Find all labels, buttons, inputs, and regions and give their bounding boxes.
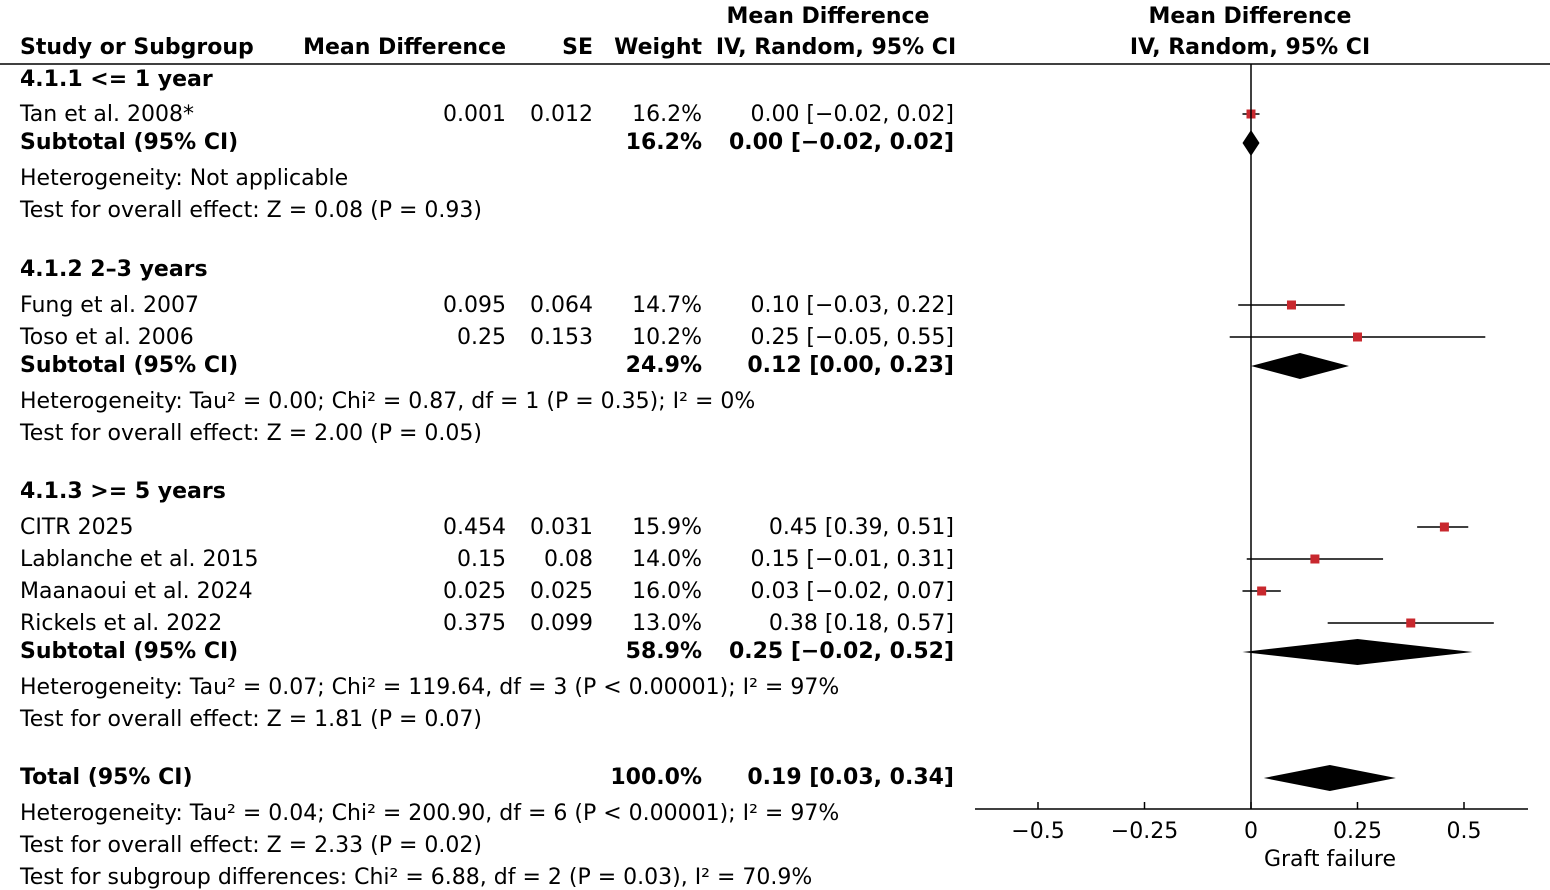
subtotal-ci: 0.12 [0.00, 0.23]	[747, 353, 954, 378]
overall-effect-text: Test for overall effect: Z = 0.08 (P = 0…	[20, 198, 482, 223]
study-name: Lablanche et al. 2015	[20, 547, 259, 572]
subtotal-label: Subtotal (95% CI)	[20, 353, 239, 378]
study-weight: 10.2%	[632, 325, 702, 350]
study-name: Toso et al. 2006	[20, 325, 194, 350]
study-2-3-point	[1406, 618, 1416, 628]
header-se: SE	[562, 35, 593, 60]
study-ci: 0.15 [−0.01, 0.31]	[750, 547, 954, 572]
x-tick-label: 0	[1244, 819, 1258, 844]
total-label: Total (95% CI)	[20, 765, 193, 790]
heterogeneity-text: Heterogeneity: Tau² = 0.07; Chi² = 119.6…	[20, 675, 840, 700]
x-axis-label: Graft failure	[1264, 847, 1396, 872]
study-se: 0.031	[530, 515, 593, 540]
subtotal-label: Subtotal (95% CI)	[20, 130, 239, 155]
study-name: Rickels et al. 2022	[20, 611, 223, 636]
study-mean-difference: 0.15	[457, 547, 506, 572]
study-weight: 14.7%	[632, 293, 702, 318]
plot-header-title: Mean Difference	[1148, 4, 1352, 29]
header-ci-title: Mean Difference	[726, 4, 930, 29]
subgroup-differences-text: Test for subgroup differences: Chi² = 6.…	[20, 865, 813, 890]
x-tick-label: 0.5	[1447, 819, 1482, 844]
study-se: 0.025	[530, 579, 593, 604]
study-name: Maanaoui et al. 2024	[20, 579, 253, 604]
study-mean-difference: 0.025	[443, 579, 506, 604]
header-weight: Weight	[614, 35, 702, 60]
study-ci: 0.45 [0.39, 0.51]	[768, 515, 954, 540]
study-name: Fung et al. 2007	[20, 293, 200, 318]
study-mean-difference: 0.375	[443, 611, 506, 636]
study-1-0-point	[1286, 300, 1296, 310]
study-ci: 0.10 [−0.03, 0.22]	[750, 293, 954, 318]
subtotal-diamond-2	[1242, 639, 1473, 665]
total-diamond	[1263, 765, 1396, 791]
study-weight: 16.0%	[632, 579, 702, 604]
study-se: 0.012	[530, 102, 593, 127]
study-se: 0.153	[530, 325, 593, 350]
study-2-2-point	[1257, 586, 1267, 596]
study-se: 0.099	[530, 611, 593, 636]
study-weight: 13.0%	[632, 611, 702, 636]
study-mean-difference: 0.25	[457, 325, 506, 350]
study-ci: 0.00 [−0.02, 0.02]	[750, 102, 954, 127]
overall-effect-text: Test for overall effect: Z = 1.81 (P = 0…	[20, 707, 482, 732]
header-ci-sub: IV, Random, 95% CI	[715, 35, 957, 60]
study-se: 0.08	[544, 547, 593, 572]
subgroup-title: 4.1.2 2–3 years	[20, 257, 208, 282]
study-weight: 14.0%	[632, 547, 702, 572]
total-heterogeneity-text: Heterogeneity: Tau² = 0.04; Chi² = 200.9…	[20, 801, 840, 826]
x-tick-label: 0.25	[1333, 819, 1382, 844]
heterogeneity-text: Heterogeneity: Tau² = 0.00; Chi² = 0.87,…	[20, 389, 756, 414]
study-weight: 16.2%	[632, 102, 702, 127]
study-name: CITR 2025	[20, 515, 134, 540]
header-study: Study or Subgroup	[20, 35, 254, 60]
subtotal-weight: 16.2%	[625, 130, 702, 155]
overall-effect-text: Test for overall effect: Z = 2.00 (P = 0…	[20, 421, 482, 446]
study-ci: 0.03 [−0.02, 0.07]	[750, 579, 954, 604]
x-tick-label: −0.5	[1011, 819, 1064, 844]
study-mean-difference: 0.454	[443, 515, 506, 540]
study-2-0-point	[1439, 522, 1449, 532]
study-ci: 0.38 [0.18, 0.57]	[768, 611, 954, 636]
study-weight: 15.9%	[632, 515, 702, 540]
study-mean-difference: 0.001	[443, 102, 506, 127]
study-name: Tan et al. 2008*	[20, 102, 194, 127]
study-ci: 0.25 [−0.05, 0.55]	[750, 325, 954, 350]
subgroup-title: 4.1.1 <= 1 year	[20, 67, 213, 92]
subtotal-diamond-1	[1251, 353, 1349, 379]
plot-header-sub: IV, Random, 95% CI	[1129, 35, 1371, 60]
total-weight: 100.0%	[610, 765, 702, 790]
study-mean-difference: 0.095	[443, 293, 506, 318]
study-2-1-point	[1310, 554, 1320, 564]
heterogeneity-text: Heterogeneity: Not applicable	[20, 166, 349, 191]
subtotal-weight: 24.9%	[625, 353, 702, 378]
header-mean-difference: Mean Difference	[303, 35, 506, 60]
total-ci: 0.19 [0.03, 0.34]	[747, 765, 954, 790]
subtotal-weight: 58.9%	[625, 639, 702, 664]
subgroup-title: 4.1.3 >= 5 years	[20, 479, 226, 504]
subtotal-label: Subtotal (95% CI)	[20, 639, 239, 664]
study-se: 0.064	[530, 293, 593, 318]
study-1-1-point	[1353, 332, 1362, 342]
subtotal-ci: 0.00 [−0.02, 0.02]	[728, 130, 954, 155]
x-tick-label: −0.25	[1111, 819, 1178, 844]
total-overall-effect-text: Test for overall effect: Z = 2.33 (P = 0…	[20, 833, 482, 858]
subtotal-ci: 0.25 [−0.02, 0.52]	[728, 639, 954, 664]
